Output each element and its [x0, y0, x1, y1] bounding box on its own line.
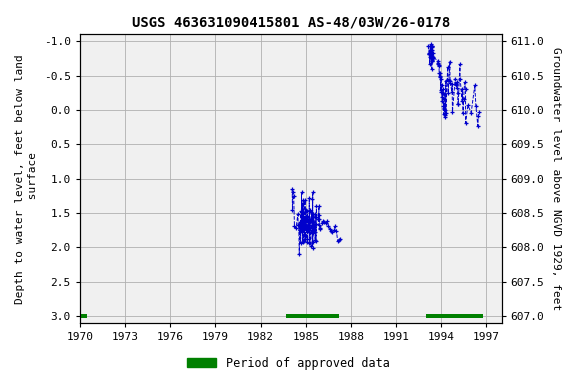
Bar [286, 314, 339, 318]
Bar [80, 314, 88, 318]
Y-axis label: Groundwater level above NGVD 1929, feet: Groundwater level above NGVD 1929, feet [551, 47, 561, 310]
Legend: Period of approved data: Period of approved data [182, 352, 394, 374]
Bar [426, 314, 483, 318]
Title: USGS 463631090415801 AS-48/03W/26-0178: USGS 463631090415801 AS-48/03W/26-0178 [131, 15, 450, 29]
Y-axis label: Depth to water level, feet below land
 surface: Depth to water level, feet below land su… [15, 54, 38, 304]
